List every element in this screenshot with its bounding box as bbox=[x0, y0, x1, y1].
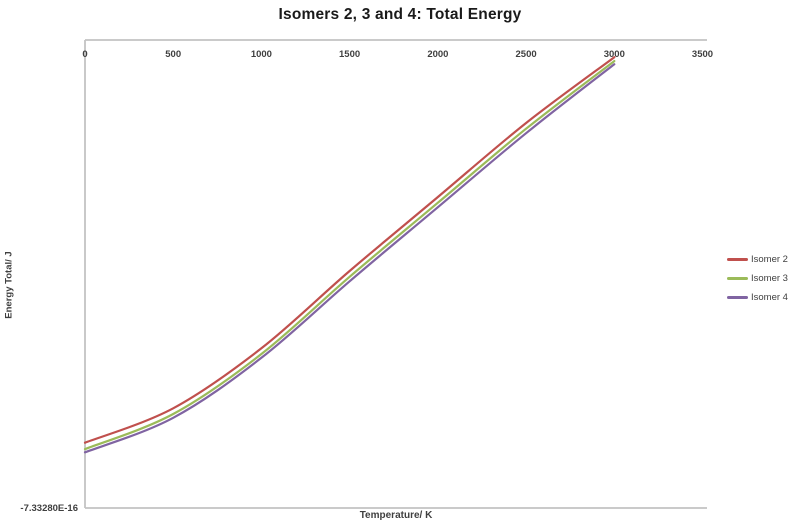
legend-label: Isomer 3 bbox=[751, 273, 788, 284]
x-tick-label-3500: 3500 bbox=[691, 49, 714, 60]
legend-item-isomer-3: Isomer 3 bbox=[727, 273, 788, 284]
legend-item-isomer-4: Isomer 4 bbox=[727, 292, 788, 303]
legend-label: Isomer 4 bbox=[751, 292, 788, 303]
x-tick-label-2000: 2000 bbox=[427, 49, 449, 60]
legend: Isomer 2 Isomer 3 Isomer 4 bbox=[727, 254, 788, 311]
legend-line-swatch bbox=[727, 277, 748, 280]
x-tick-label-3000: 3000 bbox=[603, 49, 625, 60]
y-axis-title: Energy Total/ J bbox=[3, 251, 15, 319]
chart-title: Isomers 2, 3 and 4: Total Energy bbox=[278, 6, 522, 23]
series-line-isomer-3 bbox=[83, 60, 616, 451]
legend-line-swatch bbox=[727, 258, 748, 261]
x-tick-label-1000: 1000 bbox=[250, 49, 272, 60]
x-tick-label-0: 0 bbox=[82, 49, 88, 60]
x-tick-label-1500: 1500 bbox=[339, 49, 361, 60]
legend-line-swatch bbox=[727, 296, 748, 299]
series-line-isomer-4 bbox=[83, 63, 616, 454]
legend-label: Isomer 2 bbox=[751, 254, 788, 265]
x-axis-title: Temperature/ K bbox=[359, 510, 433, 521]
series-line-isomer-2 bbox=[83, 56, 616, 444]
legend-item-isomer-2: Isomer 2 bbox=[727, 254, 788, 265]
y-axis-min-label: -7.33280E-16 bbox=[20, 503, 78, 514]
x-tick-label-2500: 2500 bbox=[515, 49, 537, 60]
x-tick-label-500: 500 bbox=[165, 49, 182, 60]
axis-lines bbox=[84, 39, 707, 509]
series-lines bbox=[83, 56, 616, 454]
